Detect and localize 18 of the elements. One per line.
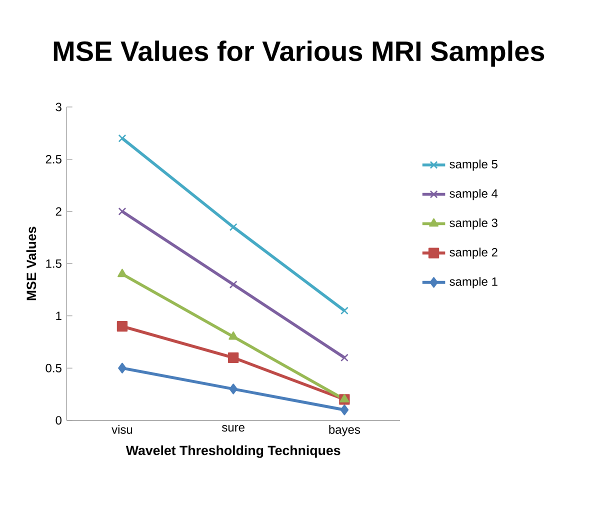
x-axis-title: Wavelet Thresholding Techniques	[126, 445, 340, 458]
y-tick-label: 0	[56, 416, 62, 425]
legend-label: sample 5	[450, 160, 498, 171]
y-tick-label: 3	[56, 102, 62, 112]
legend-label: sample 2	[450, 248, 498, 259]
chart-title: MSE Values for Various MRI Samples	[54, 40, 544, 67]
y-tick-label: 1.5	[46, 259, 62, 268]
x-tick-label: visu	[112, 425, 132, 434]
x-tick-label: bayes	[329, 425, 360, 436]
legend-label: sample 3	[450, 218, 498, 230]
y-tick-label: 2.5	[46, 154, 62, 164]
legend-label: sample 4	[450, 188, 498, 200]
y-axis-title: MSE Values	[26, 226, 36, 300]
x-tick-label: sure	[222, 425, 244, 432]
legend-label: sample 1	[450, 277, 498, 288]
y-tick-label: 0.5	[46, 364, 62, 372]
y-tick-label: 1	[56, 312, 62, 320]
y-tick-label: 2	[56, 207, 62, 216]
